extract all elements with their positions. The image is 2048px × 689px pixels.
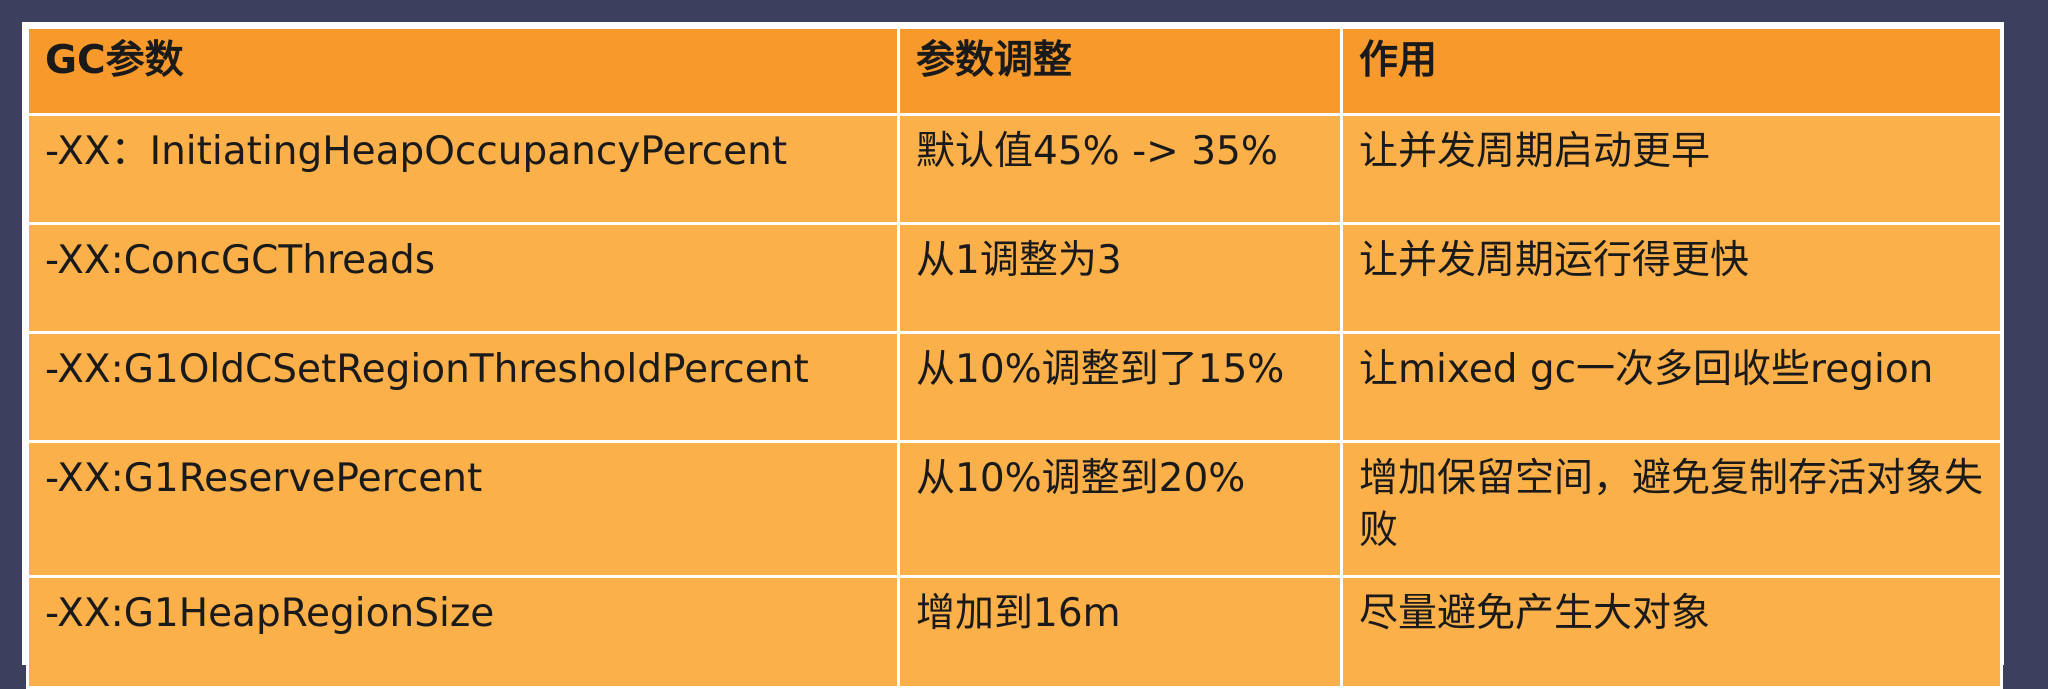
cell-effect: 让并发周期启动更早 <box>1340 113 2003 225</box>
cell-adjustment: 从10%调整到了15% <box>897 331 1343 443</box>
cell-parameter: -XX：InitiatingHeapOccupancyPercent <box>26 113 900 225</box>
cell-adjustment: 增加到16m <box>897 575 1343 689</box>
cell-adjustment: 默认值45% -> 35% <box>897 113 1343 225</box>
table-row: -XX:G1OldCSetRegionThresholdPercent 从10%… <box>26 331 2003 443</box>
header-gc-parameter: GC参数 <box>26 26 900 116</box>
table-row: -XX:G1HeapRegionSize 增加到16m 尽量避免产生大对象 <box>26 575 2003 689</box>
cell-parameter: -XX:ConcGCThreads <box>26 222 900 334</box>
cell-effect: 尽量避免产生大对象 <box>1340 575 2003 689</box>
cell-parameter: -XX:G1ReservePercent <box>26 440 900 578</box>
cell-parameter: -XX:G1HeapRegionSize <box>26 575 900 689</box>
cell-effect: 让mixed gc一次多回收些region <box>1340 331 2003 443</box>
table-row: -XX：InitiatingHeapOccupancyPercent 默认值45… <box>26 113 2003 225</box>
table-row: -XX:G1ReservePercent 从10%调整到20% 增加保留空间，避… <box>26 440 2003 578</box>
cell-parameter: -XX:G1OldCSetRegionThresholdPercent <box>26 331 900 443</box>
cell-effect: 让并发周期运行得更快 <box>1340 222 2003 334</box>
cell-adjustment: 从1调整为3 <box>897 222 1343 334</box>
cell-adjustment: 从10%调整到20% <box>897 440 1343 578</box>
header-parameter-adjustment: 参数调整 <box>897 26 1343 116</box>
table-header-row: GC参数 参数调整 作用 <box>26 26 2003 116</box>
table-row: -XX:ConcGCThreads 从1调整为3 让并发周期运行得更快 <box>26 222 2003 334</box>
table-frame: GC参数 参数调整 作用 -XX：InitiatingHeapOccupancy… <box>22 22 2004 689</box>
gc-parameter-table: GC参数 参数调整 作用 -XX：InitiatingHeapOccupancy… <box>26 26 2003 689</box>
cell-effect: 增加保留空间，避免复制存活对象失败 <box>1340 440 2003 578</box>
header-effect: 作用 <box>1340 26 2003 116</box>
